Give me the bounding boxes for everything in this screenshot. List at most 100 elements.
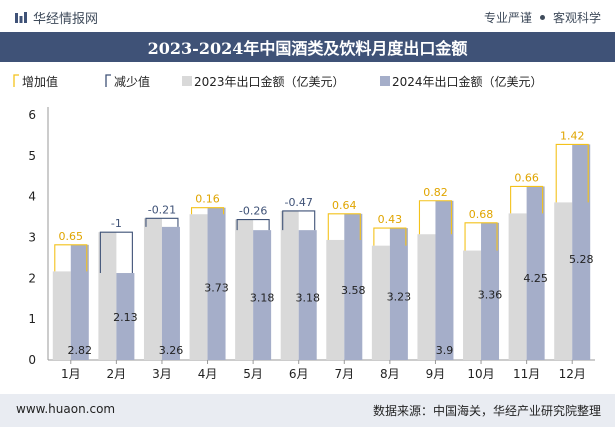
value-label-2024: 3.73 (204, 281, 229, 294)
bar-2023 (554, 202, 573, 360)
bar-2024 (161, 226, 180, 360)
x-tick-label: 2月 (107, 367, 127, 381)
increase-bracket (418, 200, 453, 235)
bar-2024 (389, 228, 408, 360)
y-tick-label: 3 (28, 231, 36, 245)
legend-2024-label: 2024年出口金额（亿美元） (392, 74, 543, 89)
x-tick-label: 1月 (61, 367, 81, 381)
x-tick-label: 6月 (289, 367, 309, 381)
legend-2023-label: 2023年出口金额（亿美元） (194, 74, 345, 89)
y-tick-label: 6 (28, 108, 36, 122)
slogan-left: 专业严谨 (483, 11, 532, 25)
y-tick-label: 1 (28, 312, 36, 326)
legend-decrease-icon (105, 74, 111, 87)
increase-bracket (373, 227, 407, 246)
x-tick-label: 8月 (380, 367, 400, 381)
bar-2023 (508, 213, 527, 360)
bar-2023 (417, 234, 436, 360)
legend-2023-swatch (182, 76, 192, 86)
increase-bracket (555, 143, 589, 203)
bar-2024 (526, 186, 545, 360)
value-label-2024: 2.13 (113, 311, 138, 324)
legend-2024-swatch (380, 76, 390, 86)
decrease-bracket (145, 217, 179, 227)
x-tick-label: 9月 (426, 367, 446, 381)
brand[interactable]: 华经情报网 (14, 8, 98, 27)
value-label-2024: 3.36 (478, 288, 503, 301)
y-tick-label: 4 (28, 190, 36, 204)
bar-2024 (116, 273, 135, 360)
value-label-2024: 3.26 (159, 344, 184, 357)
increase-bracket (464, 222, 498, 251)
increase-bracket (54, 244, 88, 272)
chart: 增加值 减少值 2023年出口金额（亿美元） 2024年出口金额（亿美元） 0 1 2 3 4 5… (13, 74, 595, 381)
value-label-2024: 5.28 (569, 253, 594, 266)
footer-source: 数据来源：中国海关，华经产业研究院整理 (372, 404, 601, 418)
increase-bracket (510, 185, 544, 214)
x-tick-label: 12月 (559, 367, 586, 381)
brand-name: 华经情报网 (33, 12, 99, 27)
change-label: -0.21 (148, 203, 176, 216)
x-tick-label: 4月 (198, 367, 218, 381)
value-label-2024: 2.82 (68, 344, 93, 357)
footer-website[interactable]: www.huaon.com (16, 402, 116, 416)
x-tick-label: 10月 (467, 367, 494, 381)
y-tick-label: 0 (28, 353, 36, 367)
value-label-2024: 4.25 (523, 272, 548, 285)
bar-2023 (371, 245, 390, 360)
brand-logo-icon (15, 11, 27, 23)
bar-2024 (481, 222, 500, 360)
increase-bracket (190, 207, 225, 215)
change-label: -0.26 (239, 205, 267, 218)
value-label-2024: 3.58 (341, 284, 366, 297)
bar-2023 (52, 271, 71, 360)
value-label-2024: 3.23 (387, 291, 412, 304)
change-label: 0.65 (59, 230, 84, 243)
change-label: 0.16 (195, 193, 220, 206)
footer: www.huaon.com 数据来源：中国海关，华经产业研究院整理 (0, 394, 615, 427)
bar-2023 (235, 219, 254, 360)
change-label: 0.68 (469, 208, 494, 221)
bar-2023 (189, 214, 208, 360)
bar-2024 (207, 207, 226, 360)
x-tick-label: 11月 (513, 367, 540, 381)
bar-2024 (253, 230, 272, 360)
bar-2023 (326, 239, 345, 360)
separator-dot-icon (539, 15, 545, 20)
change-label: 0.82 (423, 186, 448, 199)
value-label-2024: 3.18 (295, 292, 320, 305)
bar-2023 (143, 218, 162, 360)
change-label: 0.66 (514, 171, 539, 184)
bar-2023 (98, 232, 117, 360)
bar-2024 (70, 244, 89, 360)
y-tick-label: 5 (28, 149, 36, 163)
slogan-right: 客观科学 (552, 11, 601, 25)
top-bar: 华经情报网 专业严谨 客观科学 (0, 0, 615, 32)
slogan: 专业严谨 客观科学 (484, 9, 601, 26)
value-label-2024: 3.18 (250, 292, 275, 305)
legend-increase-icon (13, 74, 19, 87)
bar-2024 (572, 144, 591, 360)
value-label-2024: 3.9 (436, 344, 454, 357)
change-label: 0.64 (332, 199, 357, 212)
increase-bracket (327, 213, 361, 240)
change-label: 1.42 (560, 129, 585, 142)
legend-increase-label: 增加值 (22, 74, 58, 89)
chart-title: 2023-2024年中国酒类及饮料月度出口金额 (147, 39, 468, 58)
change-label: 0.43 (378, 213, 403, 226)
x-tick-label: 7月 (334, 367, 354, 381)
x-tick-label: 3月 (152, 367, 172, 381)
title-bar: 2023-2024年中国酒类及饮料月度出口金额 (0, 32, 615, 62)
y-tick-label: 2 (28, 271, 36, 285)
x-tick-label: 5月 (243, 367, 263, 381)
bar-2023 (463, 250, 482, 360)
bar-2024 (435, 200, 454, 360)
bar-2023 (280, 210, 299, 360)
legend-decrease-label: 减少值 (114, 74, 150, 89)
change-label: -1 (111, 217, 122, 230)
decrease-bracket (99, 231, 133, 274)
change-label: -0.47 (284, 196, 312, 209)
decrease-bracket (236, 218, 270, 231)
bar-2024 (344, 213, 363, 360)
decrease-bracket (282, 210, 316, 231)
